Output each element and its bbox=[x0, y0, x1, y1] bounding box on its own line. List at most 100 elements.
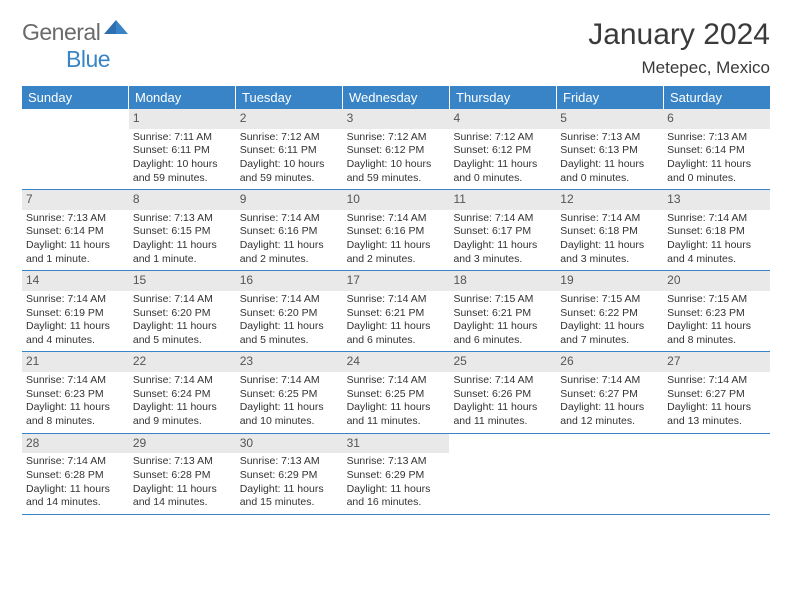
sunset-text: Sunset: 6:28 PM bbox=[26, 469, 125, 483]
day-cell: 14Sunrise: 7:14 AMSunset: 6:19 PMDayligh… bbox=[22, 271, 129, 351]
day-cell: 5Sunrise: 7:13 AMSunset: 6:13 PMDaylight… bbox=[556, 109, 663, 189]
day-cell: 12Sunrise: 7:14 AMSunset: 6:18 PMDayligh… bbox=[556, 190, 663, 270]
day-body: Sunrise: 7:13 AMSunset: 6:14 PMDaylight:… bbox=[22, 210, 129, 271]
day-body: Sunrise: 7:13 AMSunset: 6:28 PMDaylight:… bbox=[129, 453, 236, 514]
day-cell: 10Sunrise: 7:14 AMSunset: 6:16 PMDayligh… bbox=[343, 190, 450, 270]
day-number: 15 bbox=[129, 271, 236, 291]
daylight-text: Daylight: 11 hours and 2 minutes. bbox=[240, 239, 339, 266]
sunset-text: Sunset: 6:29 PM bbox=[240, 469, 339, 483]
daylight-text: Daylight: 11 hours and 6 minutes. bbox=[347, 320, 446, 347]
sunrise-text: Sunrise: 7:14 AM bbox=[240, 293, 339, 307]
sunset-text: Sunset: 6:12 PM bbox=[453, 144, 552, 158]
day-cell: 4Sunrise: 7:12 AMSunset: 6:12 PMDaylight… bbox=[449, 109, 556, 189]
day-body bbox=[22, 129, 129, 135]
daylight-text: Daylight: 11 hours and 7 minutes. bbox=[560, 320, 659, 347]
day-cell: 7Sunrise: 7:13 AMSunset: 6:14 PMDaylight… bbox=[22, 190, 129, 270]
sunrise-text: Sunrise: 7:13 AM bbox=[26, 212, 125, 226]
week-row: 14Sunrise: 7:14 AMSunset: 6:19 PMDayligh… bbox=[22, 271, 770, 352]
daylight-text: Daylight: 11 hours and 11 minutes. bbox=[453, 401, 552, 428]
day-cell: 2Sunrise: 7:12 AMSunset: 6:11 PMDaylight… bbox=[236, 109, 343, 189]
day-body: Sunrise: 7:14 AMSunset: 6:23 PMDaylight:… bbox=[22, 372, 129, 433]
logo-text: GeneralBlue bbox=[22, 18, 130, 73]
daylight-text: Daylight: 11 hours and 12 minutes. bbox=[560, 401, 659, 428]
day-cell: 23Sunrise: 7:14 AMSunset: 6:25 PMDayligh… bbox=[236, 352, 343, 432]
day-number bbox=[449, 434, 556, 454]
sunset-text: Sunset: 6:23 PM bbox=[667, 307, 766, 321]
dayheader-fri: Friday bbox=[557, 86, 664, 109]
sunset-text: Sunset: 6:19 PM bbox=[26, 307, 125, 321]
day-cell bbox=[663, 434, 770, 514]
day-cell: 27Sunrise: 7:14 AMSunset: 6:27 PMDayligh… bbox=[663, 352, 770, 432]
day-number: 6 bbox=[663, 109, 770, 129]
week-row: 21Sunrise: 7:14 AMSunset: 6:23 PMDayligh… bbox=[22, 352, 770, 433]
day-cell: 18Sunrise: 7:15 AMSunset: 6:21 PMDayligh… bbox=[449, 271, 556, 351]
sunrise-text: Sunrise: 7:13 AM bbox=[133, 455, 232, 469]
page-header: GeneralBlue January 2024 Metepec, Mexico bbox=[22, 18, 770, 78]
logo-text-1: General bbox=[22, 19, 100, 45]
sunset-text: Sunset: 6:18 PM bbox=[560, 225, 659, 239]
sunset-text: Sunset: 6:14 PM bbox=[26, 225, 125, 239]
day-body: Sunrise: 7:15 AMSunset: 6:22 PMDaylight:… bbox=[556, 291, 663, 352]
day-number: 8 bbox=[129, 190, 236, 210]
sunset-text: Sunset: 6:29 PM bbox=[347, 469, 446, 483]
day-number: 5 bbox=[556, 109, 663, 129]
day-number bbox=[22, 109, 129, 129]
sunset-text: Sunset: 6:24 PM bbox=[133, 388, 232, 402]
daylight-text: Daylight: 10 hours and 59 minutes. bbox=[133, 158, 232, 185]
day-body: Sunrise: 7:14 AMSunset: 6:17 PMDaylight:… bbox=[449, 210, 556, 271]
day-number: 1 bbox=[129, 109, 236, 129]
day-cell: 8Sunrise: 7:13 AMSunset: 6:15 PMDaylight… bbox=[129, 190, 236, 270]
day-number: 21 bbox=[22, 352, 129, 372]
day-body: Sunrise: 7:14 AMSunset: 6:28 PMDaylight:… bbox=[22, 453, 129, 514]
day-number: 11 bbox=[449, 190, 556, 210]
daylight-text: Daylight: 11 hours and 4 minutes. bbox=[26, 320, 125, 347]
day-body: Sunrise: 7:14 AMSunset: 6:25 PMDaylight:… bbox=[343, 372, 450, 433]
day-number: 14 bbox=[22, 271, 129, 291]
sunset-text: Sunset: 6:25 PM bbox=[240, 388, 339, 402]
header-right: January 2024 Metepec, Mexico bbox=[588, 18, 770, 78]
day-body: Sunrise: 7:11 AMSunset: 6:11 PMDaylight:… bbox=[129, 129, 236, 190]
sunset-text: Sunset: 6:18 PM bbox=[667, 225, 766, 239]
dayheader-mon: Monday bbox=[129, 86, 236, 109]
day-body: Sunrise: 7:14 AMSunset: 6:16 PMDaylight:… bbox=[236, 210, 343, 271]
daylight-text: Daylight: 11 hours and 3 minutes. bbox=[453, 239, 552, 266]
day-body bbox=[449, 453, 556, 459]
sunset-text: Sunset: 6:25 PM bbox=[347, 388, 446, 402]
daylight-text: Daylight: 11 hours and 2 minutes. bbox=[347, 239, 446, 266]
sunrise-text: Sunrise: 7:14 AM bbox=[667, 374, 766, 388]
sunrise-text: Sunrise: 7:14 AM bbox=[560, 212, 659, 226]
day-number: 12 bbox=[556, 190, 663, 210]
sunset-text: Sunset: 6:21 PM bbox=[453, 307, 552, 321]
day-body: Sunrise: 7:13 AMSunset: 6:29 PMDaylight:… bbox=[236, 453, 343, 514]
day-cell: 28Sunrise: 7:14 AMSunset: 6:28 PMDayligh… bbox=[22, 434, 129, 514]
daylight-text: Daylight: 11 hours and 14 minutes. bbox=[26, 483, 125, 510]
day-body: Sunrise: 7:14 AMSunset: 6:20 PMDaylight:… bbox=[129, 291, 236, 352]
sunrise-text: Sunrise: 7:12 AM bbox=[453, 131, 552, 145]
day-body: Sunrise: 7:13 AMSunset: 6:29 PMDaylight:… bbox=[343, 453, 450, 514]
sunrise-text: Sunrise: 7:12 AM bbox=[240, 131, 339, 145]
day-cell: 13Sunrise: 7:14 AMSunset: 6:18 PMDayligh… bbox=[663, 190, 770, 270]
day-body: Sunrise: 7:15 AMSunset: 6:21 PMDaylight:… bbox=[449, 291, 556, 352]
sunrise-text: Sunrise: 7:14 AM bbox=[347, 293, 446, 307]
day-body: Sunrise: 7:14 AMSunset: 6:24 PMDaylight:… bbox=[129, 372, 236, 433]
logo-mark-icon bbox=[102, 19, 130, 45]
day-body: Sunrise: 7:14 AMSunset: 6:25 PMDaylight:… bbox=[236, 372, 343, 433]
day-body: Sunrise: 7:14 AMSunset: 6:18 PMDaylight:… bbox=[663, 210, 770, 271]
sunrise-text: Sunrise: 7:14 AM bbox=[133, 374, 232, 388]
day-number: 22 bbox=[129, 352, 236, 372]
sunset-text: Sunset: 6:13 PM bbox=[560, 144, 659, 158]
day-number: 20 bbox=[663, 271, 770, 291]
logo: GeneralBlue bbox=[22, 18, 130, 73]
sunrise-text: Sunrise: 7:14 AM bbox=[347, 212, 446, 226]
dayheader-thu: Thursday bbox=[450, 86, 557, 109]
sunset-text: Sunset: 6:22 PM bbox=[560, 307, 659, 321]
day-cell bbox=[556, 434, 663, 514]
sunrise-text: Sunrise: 7:11 AM bbox=[133, 131, 232, 145]
sunrise-text: Sunrise: 7:15 AM bbox=[667, 293, 766, 307]
sunset-text: Sunset: 6:27 PM bbox=[667, 388, 766, 402]
day-cell: 17Sunrise: 7:14 AMSunset: 6:21 PMDayligh… bbox=[343, 271, 450, 351]
day-number: 23 bbox=[236, 352, 343, 372]
daylight-text: Daylight: 11 hours and 15 minutes. bbox=[240, 483, 339, 510]
day-number: 3 bbox=[343, 109, 450, 129]
day-number: 30 bbox=[236, 434, 343, 454]
